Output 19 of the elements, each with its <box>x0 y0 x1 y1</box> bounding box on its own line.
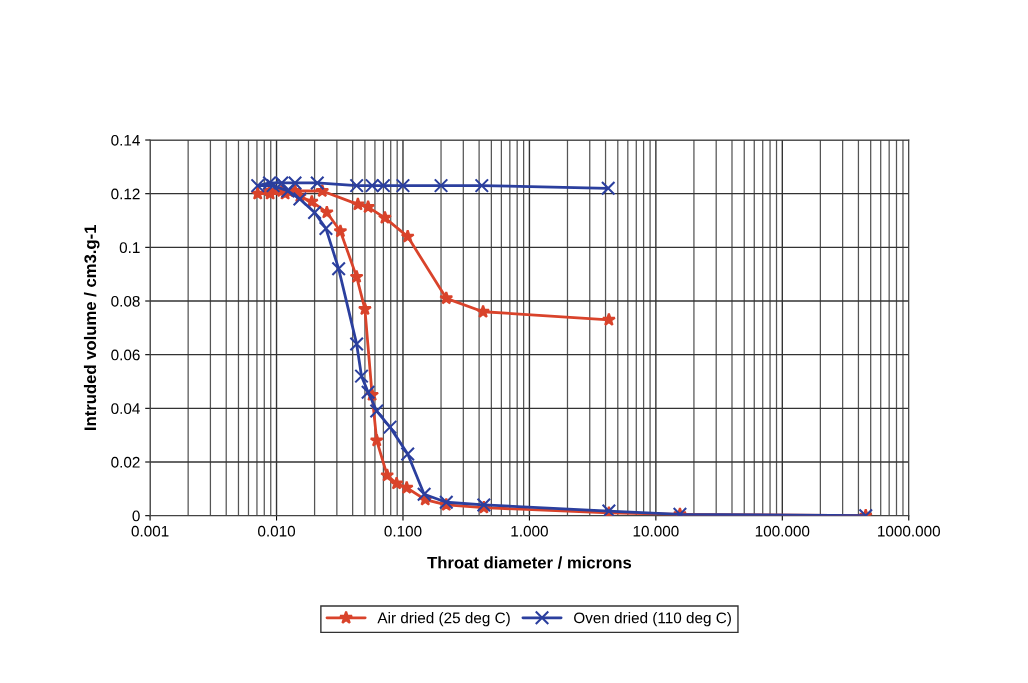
x-tick-label: 0.010 <box>258 525 296 537</box>
y-tick-label: 0.02 <box>111 456 140 468</box>
x-tick-label: 10.000 <box>633 525 679 537</box>
y-tick-label: 0 <box>132 510 140 522</box>
y-tick-label: 0.04 <box>111 403 140 415</box>
legend-label: Air dried (25 deg C) <box>377 612 510 627</box>
x-tick-label: 1000.000 <box>878 525 941 537</box>
y-tick-label: 0.14 <box>111 134 140 146</box>
x-tick-label: 1.000 <box>511 525 548 537</box>
x-tick-label: 0.100 <box>384 525 422 537</box>
y-tick-label: 0.08 <box>111 295 140 307</box>
y-axis-title: Intruded volume / cm3.g-1 <box>83 225 100 430</box>
x-tick-label: 0.001 <box>131 525 169 537</box>
x-tick-label: 100.000 <box>755 525 810 537</box>
y-tick-label: 0.1 <box>119 242 140 254</box>
y-tick-label: 0.06 <box>111 349 140 361</box>
x-axis-title: Throat diameter / microns <box>427 556 632 569</box>
legend-label: Oven dried (110 deg C) <box>574 612 731 627</box>
y-tick-label: 0.12 <box>111 188 140 200</box>
